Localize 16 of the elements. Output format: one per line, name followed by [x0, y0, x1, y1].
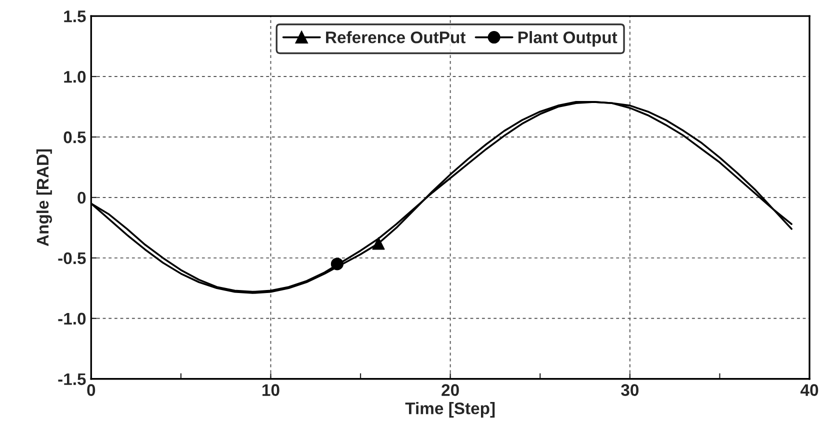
y-tick-label: 0: [78, 192, 86, 204]
x-tick-label: 0: [87, 384, 96, 396]
y-axis-title: Angle [RAD]: [36, 149, 52, 246]
x-tick-label: 40: [800, 384, 818, 396]
x-tick-label: 30: [621, 384, 638, 396]
y-tick-label: -0.5: [58, 252, 86, 264]
y-tick-label: 1.0: [64, 70, 86, 83]
y-tick-label: 0.5: [64, 131, 86, 144]
y-tick-label: -1.5: [58, 373, 86, 386]
x-axis-title: Time [Step]: [405, 402, 495, 418]
x-tick-label: 20: [442, 384, 459, 396]
y-tick-label: -1.0: [58, 312, 86, 325]
legend-label: Reference OutPut: [326, 31, 466, 44]
y-tick-label: 1.5: [64, 10, 86, 22]
legend-label: Plant Output: [518, 31, 618, 47]
x-tick-label: 10: [262, 384, 280, 396]
